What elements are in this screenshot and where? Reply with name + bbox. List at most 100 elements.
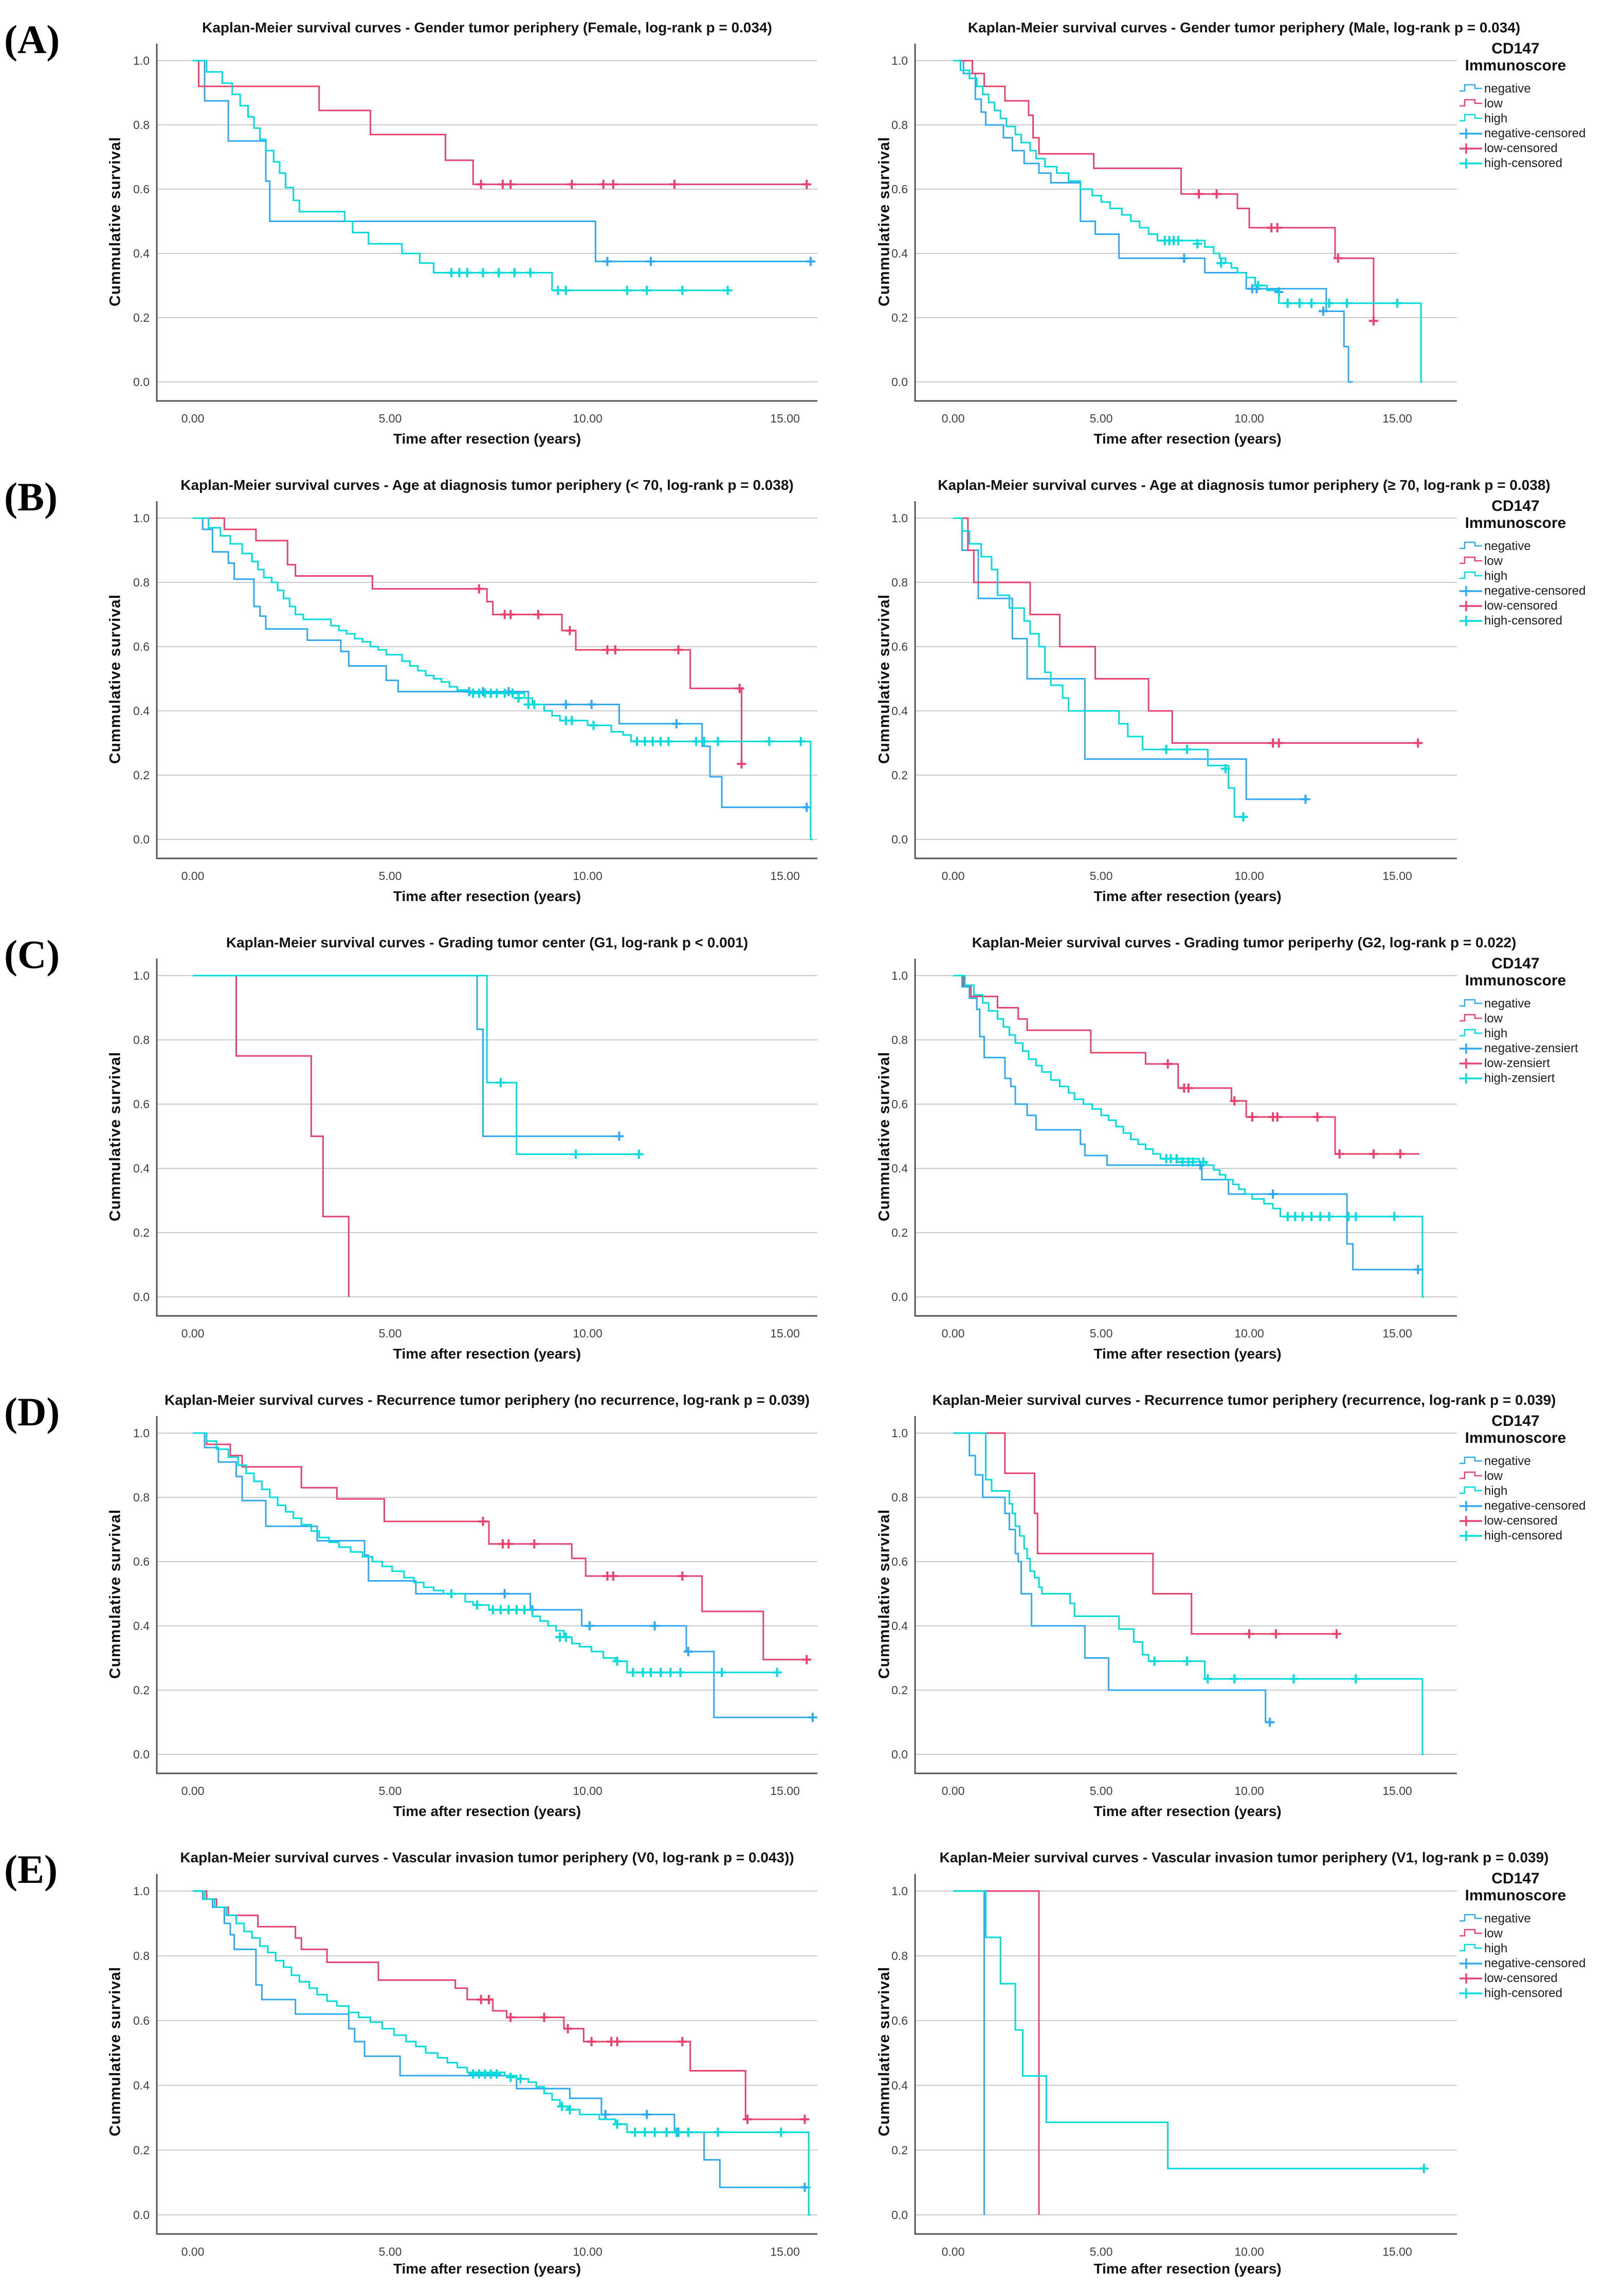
censor-plus-icon bbox=[1459, 1058, 1482, 1069]
censor-marks-negative bbox=[1265, 1717, 1275, 1727]
legend-item-label: negative bbox=[1484, 539, 1531, 553]
y-tick-label: 0.2 bbox=[133, 1683, 150, 1697]
x-tick-label: 5.00 bbox=[379, 2245, 402, 2258]
x-axis-label: Time after resection (years) bbox=[1093, 2261, 1282, 2277]
figure-row-b: (B) Kaplan-Meier survival curves - Age a… bbox=[0, 457, 1624, 915]
legend-item: negative bbox=[1459, 1454, 1621, 1469]
y-tick-label: 0.2 bbox=[891, 1226, 908, 1239]
censor-marks-high bbox=[1160, 236, 1402, 308]
legend-item-label: negative-zensiert bbox=[1484, 1041, 1578, 1055]
y-tick-label: 0.0 bbox=[133, 833, 150, 846]
legend-item: negative bbox=[1459, 81, 1621, 96]
km-curve-low bbox=[193, 517, 744, 765]
y-tick-label: 0.6 bbox=[133, 182, 150, 196]
legend-item-label: negative-censored bbox=[1484, 126, 1586, 140]
x-axis-label: Time after resection (years) bbox=[393, 431, 581, 447]
legend: CD147 Immunoscore negative low high negative… bbox=[1459, 955, 1621, 1086]
panel-d-right: Kaplan-Meier survival curves - Recurrenc… bbox=[823, 1372, 1624, 1830]
y-tick-label: 0.4 bbox=[891, 247, 908, 260]
legend: CD147 Immunoscore negative low high negative… bbox=[1459, 40, 1621, 171]
legend-item-label: high-zensiert bbox=[1484, 1071, 1555, 1085]
x-axis-label: Time after resection (years) bbox=[1093, 888, 1282, 904]
legend-item-label: negative bbox=[1484, 1911, 1531, 1926]
x-tick-label: 15.00 bbox=[770, 869, 800, 883]
legend-item-label: high-censored bbox=[1484, 156, 1563, 170]
x-tick-label: 5.00 bbox=[1090, 869, 1113, 883]
km-plot-recurrence-yes: 1.0 0.8 0.6 0.4 0.2 0.0 0.00 5.00 10.00 15.00 bbox=[891, 1416, 1457, 1798]
legend-item: negative-censored bbox=[1459, 1498, 1621, 1513]
y-tick-label: 0.2 bbox=[891, 311, 908, 324]
x-tick-label: 10.00 bbox=[573, 1327, 603, 1340]
km-curve-negative bbox=[953, 1432, 1274, 1723]
step-line-icon bbox=[1459, 114, 1482, 121]
y-tick-label: 0.6 bbox=[891, 182, 908, 196]
censor-plus-icon bbox=[1459, 615, 1482, 626]
y-tick-label: 0.4 bbox=[891, 704, 908, 718]
legend-item: negative bbox=[1459, 996, 1621, 1011]
y-tick-label: 0.6 bbox=[133, 640, 150, 653]
y-tick-label: 0.6 bbox=[891, 2014, 908, 2027]
figure-row-e: (E) Kaplan-Meier survival curves - Vascu… bbox=[0, 1830, 1624, 2291]
y-tick-label: 0.2 bbox=[891, 2143, 908, 2157]
y-tick-label: 0.8 bbox=[133, 576, 150, 589]
y-tick-label: 0.8 bbox=[133, 1491, 150, 1504]
km-curve-high bbox=[193, 1432, 779, 1674]
y-tick-label: 0.4 bbox=[133, 704, 150, 718]
y-tick-label: 0.0 bbox=[133, 375, 150, 389]
legend-item: high bbox=[1459, 111, 1621, 126]
legend-title: CD147 Immunoscore bbox=[1465, 498, 1566, 531]
step-line-icon bbox=[1459, 1456, 1482, 1464]
censor-marks-high bbox=[447, 268, 733, 295]
x-tick-label: 5.00 bbox=[379, 412, 402, 425]
legend-item-label: low bbox=[1484, 1926, 1503, 1940]
step-line-icon bbox=[1459, 1471, 1482, 1479]
x-tick-label: 5.00 bbox=[1090, 1784, 1113, 1798]
x-tick-label: 15.00 bbox=[770, 412, 800, 425]
y-tick-label: 0.8 bbox=[891, 118, 908, 132]
x-axis-label: Time after resection (years) bbox=[393, 2261, 581, 2277]
km-curve-high bbox=[953, 60, 1422, 383]
legend-item-label: high-censored bbox=[1484, 613, 1563, 628]
legend-item-list: negative low high negative-censored low-cens… bbox=[1459, 539, 1621, 628]
legend-item: low bbox=[1459, 1926, 1621, 1941]
censor-plus-icon bbox=[1459, 143, 1482, 154]
y-tick-label: 1.0 bbox=[133, 969, 150, 982]
row-letter-a: (A) bbox=[4, 17, 60, 62]
x-axis-label: Time after resection (years) bbox=[393, 1803, 581, 1819]
censor-marks-low bbox=[476, 1994, 810, 2124]
x-tick-label: 15.00 bbox=[1382, 412, 1412, 425]
y-tick-label: 0.2 bbox=[133, 2143, 150, 2157]
x-tick-label: 5.00 bbox=[1090, 2245, 1113, 2258]
step-line-icon bbox=[1459, 1929, 1482, 1936]
y-tick-label: 0.0 bbox=[133, 1748, 150, 1761]
legend-item-label: negative bbox=[1484, 81, 1531, 96]
km-curve-negative bbox=[953, 1890, 985, 2215]
censor-plus-icon bbox=[1459, 1988, 1482, 1999]
km-curve-negative bbox=[193, 1890, 811, 2188]
legend-item-label: negative-censored bbox=[1484, 1498, 1586, 1513]
y-tick-label: 0.2 bbox=[891, 1683, 908, 1697]
km-curve-high bbox=[953, 1432, 1424, 1755]
km-curve-negative bbox=[193, 60, 813, 263]
legend-item: low bbox=[1459, 1469, 1621, 1483]
km-curve-high bbox=[193, 60, 730, 291]
x-tick-label: 15.00 bbox=[770, 2245, 800, 2258]
y-tick-label: 0.2 bbox=[133, 1226, 150, 1239]
x-axis-label: Time after resection (years) bbox=[1093, 431, 1282, 447]
x-tick-label: 5.00 bbox=[379, 1327, 402, 1340]
km-curve-high bbox=[953, 975, 1424, 1298]
plot-title: Kaplan-Meier survival curves - Recurrenc… bbox=[164, 1392, 810, 1408]
legend-item-label: negative bbox=[1484, 996, 1531, 1011]
y-tick-label: 0.6 bbox=[891, 1097, 908, 1111]
x-axis-label: Time after resection (years) bbox=[1093, 1803, 1282, 1819]
y-tick-label: 0.8 bbox=[891, 1949, 908, 1963]
censor-plus-icon bbox=[1459, 1530, 1482, 1541]
legend-title: CD147 Immunoscore bbox=[1465, 40, 1566, 74]
legend-item-label: low-zensiert bbox=[1484, 1056, 1550, 1070]
censor-marks-low bbox=[1268, 738, 1423, 748]
censor-plus-icon bbox=[1459, 1073, 1482, 1084]
legend-item: low-censored bbox=[1459, 1971, 1621, 1986]
plot-title: Kaplan-Meier survival curves - Gender tu… bbox=[202, 20, 772, 35]
censor-marks-negative bbox=[464, 687, 812, 812]
x-tick-label: 0.00 bbox=[942, 869, 965, 883]
